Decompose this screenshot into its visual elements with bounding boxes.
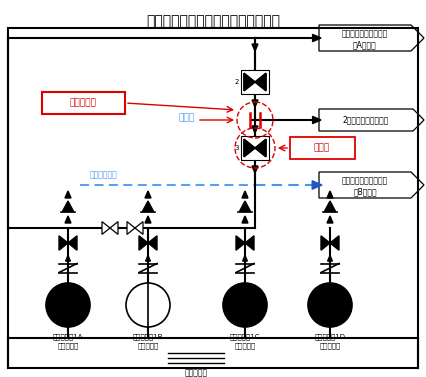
Polygon shape [329,236,338,250]
Text: 当該弁: 当該弁 [313,144,329,153]
Circle shape [46,283,90,327]
Polygon shape [251,100,257,107]
Polygon shape [65,216,71,223]
Polygon shape [251,44,257,51]
Polygon shape [145,191,151,198]
Circle shape [222,283,266,327]
Polygon shape [243,73,254,91]
Polygon shape [326,216,332,223]
Text: （A系統）: （A系統） [352,40,376,49]
Polygon shape [311,181,321,189]
Polygon shape [242,191,248,198]
Polygon shape [251,126,257,133]
Polygon shape [254,73,265,91]
Text: 2次系補機冷却用海水: 2次系補機冷却用海水 [342,115,388,124]
Text: （運転中）: （運転中） [137,342,158,349]
Polygon shape [139,236,148,250]
Polygon shape [324,201,335,211]
Polygon shape [254,73,265,91]
Bar [42,92,125,114]
Polygon shape [110,222,118,234]
Polygon shape [318,25,423,51]
Polygon shape [243,73,254,91]
Polygon shape [68,236,77,250]
Bar [240,136,269,160]
Polygon shape [312,34,320,41]
Text: 海水ポンプ1B: 海水ポンプ1B [132,333,163,340]
Polygon shape [62,201,73,211]
Text: 海水ポンプ1A: 海水ポンプ1A [53,333,83,340]
Text: 海水ポンプ1C: 海水ポンプ1C [229,333,259,340]
Text: 取水ピット: 取水ピット [184,368,207,377]
Polygon shape [236,236,245,250]
Circle shape [307,283,351,327]
Polygon shape [326,191,332,198]
Polygon shape [65,191,71,198]
Polygon shape [251,166,257,173]
Text: 2: 2 [233,79,238,85]
Polygon shape [318,172,423,198]
Polygon shape [318,109,423,131]
Polygon shape [127,222,135,234]
Polygon shape [312,116,320,124]
Bar [240,70,269,94]
Polygon shape [254,139,265,157]
Polygon shape [102,222,110,234]
Text: 海水ポンプ1D: 海水ポンプ1D [314,333,345,340]
Polygon shape [243,139,254,157]
Polygon shape [142,201,153,211]
Text: 漏えい箇所: 漏えい箇所 [69,98,96,107]
Text: （隔離中）: （隔離中） [319,342,340,349]
Polygon shape [327,256,331,261]
Polygon shape [145,256,150,261]
Text: （停止中）: （停止中） [57,342,78,349]
Text: 原子炉補機冷却用海水: 原子炉補機冷却用海水 [341,29,387,38]
Polygon shape [135,222,143,234]
Text: （隔離中）: （隔離中） [234,342,255,349]
Polygon shape [66,256,70,261]
Polygon shape [59,236,68,250]
Circle shape [126,283,170,327]
Text: 伊方発電所１号機　海水系統概略図: 伊方発電所１号機 海水系統概略図 [146,14,279,28]
Text: 3: 3 [233,145,238,151]
Polygon shape [242,216,248,223]
Polygon shape [242,256,247,261]
Polygon shape [239,201,250,211]
Text: 水張りライン: 水張りライン [90,170,118,179]
Polygon shape [254,139,265,157]
Polygon shape [320,236,329,250]
Bar [289,137,354,159]
Polygon shape [245,236,253,250]
Polygon shape [145,216,151,223]
Polygon shape [148,236,157,250]
Text: 原子炉補機冷却用海水: 原子炉補機冷却用海水 [341,176,387,185]
Polygon shape [243,139,254,157]
Text: （B系統）: （B系統） [352,187,376,196]
Text: 点検中: 点検中 [178,113,195,123]
